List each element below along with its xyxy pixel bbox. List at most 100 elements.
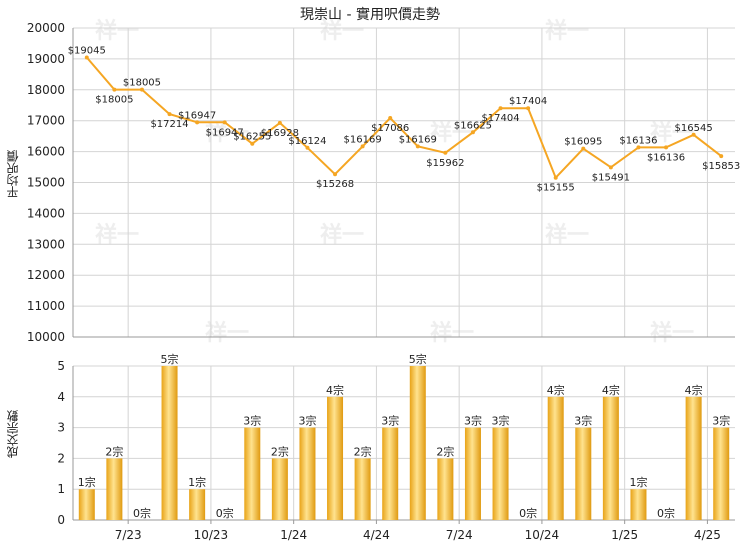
watermark-text: 祥一 [430, 320, 474, 346]
price-point [443, 150, 448, 155]
count-tick-label: 0 [57, 513, 65, 527]
price-point [167, 112, 172, 117]
count-data-label: 3宗 [464, 414, 482, 428]
price-data-label: $16255 [233, 132, 271, 143]
price-data-label: $16124 [288, 136, 326, 147]
price-data-label: $15491 [592, 172, 630, 183]
price-point [195, 120, 200, 125]
count-data-label: 4宗 [602, 383, 620, 397]
count-bar [161, 366, 178, 520]
watermark-text: 祥一 [545, 18, 589, 44]
count-bar [547, 396, 564, 520]
price-data-label: $16947 [178, 110, 216, 121]
count-bar [464, 427, 481, 520]
price-data-label: $17214 [150, 119, 188, 130]
count-bar [299, 427, 316, 520]
price-point [250, 141, 255, 146]
price-data-label: $15962 [426, 158, 464, 169]
watermark-text: 祥一 [320, 222, 364, 248]
count-data-label: 0宗 [657, 506, 675, 520]
count-data-label: 4宗 [547, 383, 565, 397]
price-point [84, 55, 89, 60]
price-tick-label: 20000 [27, 21, 65, 35]
watermark-text: 祥一 [95, 18, 139, 44]
price-point [388, 116, 393, 121]
price-point [333, 172, 338, 177]
watermark-text: 祥一 [430, 120, 474, 146]
price-point [719, 154, 724, 159]
price-point [277, 120, 282, 125]
price-tick-label: 12000 [27, 268, 65, 282]
count-bar [78, 489, 95, 520]
count-data-label: 2宗 [354, 444, 372, 458]
count-tick-label: 4 [57, 390, 65, 404]
count-data-label: 4宗 [326, 383, 344, 397]
price-point [691, 132, 696, 137]
price-data-label: $17404 [509, 96, 547, 107]
price-tick-label: 18000 [27, 83, 65, 97]
x-tick-label: 10/23 [194, 528, 229, 542]
count-data-label: 3宗 [298, 414, 316, 428]
count-data-label: 3宗 [492, 414, 510, 428]
price-tick-label: 14000 [27, 206, 65, 220]
price-point [636, 145, 641, 150]
price-point [608, 165, 613, 170]
price-data-label: $17086 [371, 123, 409, 134]
price-data-label: $17404 [481, 113, 519, 124]
count-data-label: 4宗 [685, 383, 703, 397]
price-point [112, 87, 117, 92]
volume-panel: 0 1 2 3 4 5 1宗 2宗 0宗 5宗 1宗 0宗 3宗 2宗 3宗 4宗 2宗 3宗 5宗 2宗 3宗 3宗 0宗… [57, 352, 735, 542]
count-bar [244, 427, 261, 520]
count-data-label: 5宗 [161, 352, 179, 366]
price-data-label: $16136 [647, 152, 685, 163]
chart-title: 現崇山 - 實用呎價走勢 [300, 7, 440, 23]
count-bar [271, 458, 288, 520]
price-point [498, 106, 503, 111]
price-data-label: $16169 [344, 134, 382, 145]
count-bar [685, 396, 702, 520]
count-bar [437, 458, 454, 520]
watermark-text: 祥一 [320, 18, 364, 44]
count-bar [575, 427, 592, 520]
x-tick-label: 10/24 [525, 528, 560, 542]
x-tick-label: 1/25 [611, 528, 638, 542]
price-point [222, 120, 227, 125]
price-data-label: $16545 [675, 123, 713, 134]
price-point [526, 106, 531, 111]
count-data-label: 5宗 [409, 352, 427, 366]
price-data-label: $18005 [95, 95, 133, 106]
count-bar [409, 366, 426, 520]
count-data-label: 1宗 [78, 475, 96, 489]
price-tick-label: 17000 [27, 114, 65, 128]
watermark-text: 祥一 [205, 320, 249, 346]
price-data-label: $19045 [68, 46, 106, 57]
count-data-label: 0宗 [216, 506, 234, 520]
count-bar [713, 427, 730, 520]
price-tick-label: 15000 [27, 176, 65, 190]
count-bar [630, 489, 647, 520]
count-bar [354, 458, 371, 520]
count-data-label: 3宗 [574, 414, 592, 428]
watermark-text: 祥一 [545, 222, 589, 248]
x-tick-label: 7/24 [446, 528, 473, 542]
price-data-label: $16947 [206, 127, 244, 138]
price-data-label: $18005 [123, 78, 161, 89]
count-data-label: 0宗 [133, 506, 151, 520]
count-data-label: 3宗 [712, 414, 730, 428]
count-data-label: 1宗 [629, 475, 647, 489]
price-point [360, 144, 365, 149]
count-bar [106, 458, 123, 520]
price-data-label: $15155 [537, 183, 575, 194]
price-data-label: $16928 [261, 128, 299, 139]
price-point [581, 146, 586, 151]
count-tick-label: 3 [57, 421, 65, 435]
price-tick-label: 11000 [27, 299, 65, 313]
count-bar [492, 427, 509, 520]
count-bar [602, 396, 619, 520]
x-tick-label: 4/24 [363, 528, 390, 542]
count-data-label: 1宗 [188, 475, 206, 489]
price-data-label: $16095 [564, 137, 602, 148]
price-data-label: $16625 [454, 120, 492, 131]
price-point [139, 87, 144, 92]
